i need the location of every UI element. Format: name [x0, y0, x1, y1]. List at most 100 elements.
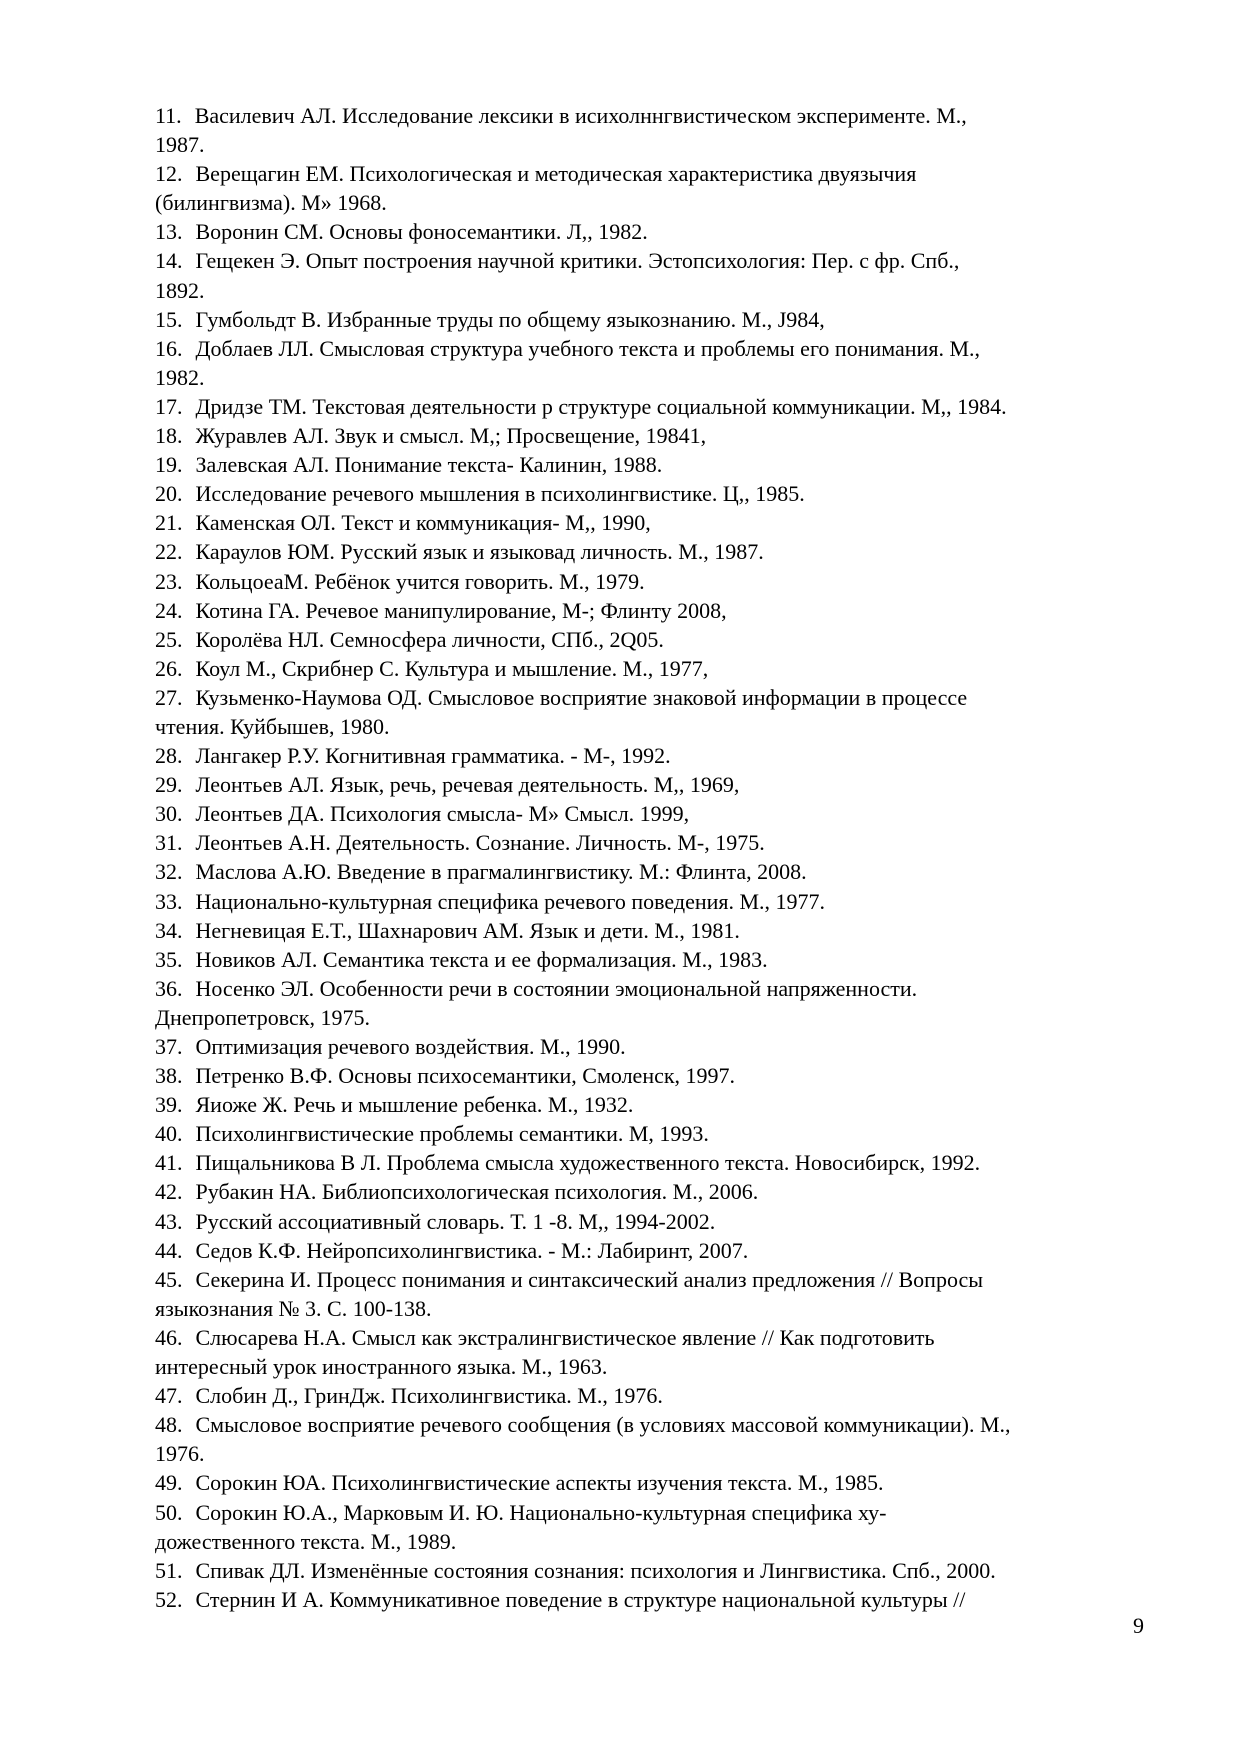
bibliography-list: 11. Василевич АЛ. Исследование лексики в … — [155, 101, 1200, 1614]
item-text: Пищальникова В Л. Проблема смысла художе… — [195, 1150, 981, 1176]
list-item: 32. Маслова А.Ю. Введение в прагмалингвис… — [155, 857, 1200, 886]
item-text: Сорокин Ю.А., Марковым И. Ю. Национально… — [155, 1499, 887, 1554]
list-item: 25. Королёва НЛ. Семносфера личности, СПб… — [155, 625, 1200, 654]
list-item: 12. Верещагин ЕМ. Психологическая и метод… — [155, 159, 1200, 217]
item-text: Оптимизация речевого воздействия. М., 19… — [195, 1034, 626, 1059]
list-item: 35. Новиков АЛ. Семантика текста и ее фор… — [155, 945, 1200, 974]
item-number: 49. — [155, 1470, 183, 1496]
list-item: 45. Секерина И. Процесс понимания и синта… — [155, 1265, 1200, 1323]
item-text: Королёва НЛ. Семносфера личности, СПб., … — [195, 626, 664, 652]
item-number: 19. — [155, 452, 183, 478]
list-item: 37. Оптимизация речевого воздействия. М.,… — [155, 1032, 1200, 1061]
item-text: Маслова А.Ю. Введение в прагмалингвистик… — [195, 859, 807, 885]
list-item: 16. Доблаев ЛЛ. Смысловая структура учебн… — [155, 334, 1200, 392]
item-text: Спивак ДЛ. Изменённые состояния сознания… — [195, 1557, 996, 1583]
item-number: 41. — [155, 1150, 183, 1176]
item-number: 51. — [155, 1557, 183, 1583]
item-number: 27. — [155, 684, 183, 710]
item-text: Дридзе ТМ. Текстовая деятельности р стру… — [195, 393, 1007, 419]
item-number: 22. — [155, 539, 183, 565]
item-text: Секерина И. Процесс понимания и синтакси… — [155, 1266, 984, 1321]
item-number: 32. — [155, 859, 183, 885]
list-item: 30. Леонтьев ДА. Психология смысла- М» См… — [155, 799, 1200, 828]
item-text: Национально-культурная специфика речевог… — [195, 888, 826, 914]
item-text: Леонтьев АЛ. Язык, речь, речевая деятель… — [195, 772, 740, 798]
list-item: 21. Каменская ОЛ. Текст и коммуникация- М… — [155, 508, 1200, 537]
item-number: 24. — [155, 597, 183, 623]
item-number: 44. — [155, 1237, 183, 1263]
item-text: Седов К.Ф. Нейропсихолингвистика. - М.: … — [195, 1237, 749, 1263]
list-item: 19. Залевская АЛ. Понимание текста- Калин… — [155, 450, 1200, 479]
item-number: 18. — [155, 423, 183, 449]
item-number: 39. — [155, 1092, 183, 1118]
list-item: 47. Слобин Д., ГринДж. Психолингвистика. … — [155, 1381, 1200, 1410]
item-number: 14. — [155, 248, 183, 274]
page-number: 9 — [1133, 1613, 1144, 1638]
list-item: 46. Слюсарева Н.А. Смысл как экстралингви… — [155, 1323, 1200, 1381]
item-text: Психолингвистические проблемы семантики.… — [195, 1121, 709, 1147]
item-number: 36. — [155, 975, 183, 1001]
item-number: 37. — [155, 1034, 183, 1059]
item-number: 12. — [155, 161, 183, 187]
list-item: 34. Негневицая Е.Т., Шахнарович АМ. Язык … — [155, 916, 1200, 945]
list-item: 14. Гещекен Э. Опыт построения научной кр… — [155, 246, 1200, 304]
item-number: 46. — [155, 1324, 183, 1350]
item-text: Василевич АЛ. Исследование лексики в иси… — [155, 103, 967, 158]
list-item: 36. Носенко ЭЛ. Особенности речи в состоя… — [155, 974, 1200, 1032]
item-text: Котина ГА. Речевое манипулирование, М-; … — [195, 597, 727, 623]
item-text: Исследование речевого мышления в психоли… — [195, 481, 805, 507]
item-number: 47. — [155, 1383, 183, 1409]
item-number: 26. — [155, 655, 183, 681]
item-number: 13. — [155, 219, 183, 245]
item-number: 21. — [155, 510, 183, 536]
list-item: 42. Рубакин НА. Библиопсихологическая пси… — [155, 1177, 1200, 1206]
item-text: Рубакин НА. Библиопсихологическая психол… — [195, 1179, 759, 1205]
item-number: 16. — [155, 335, 183, 361]
list-item: 50. Сорокин Ю.А., Марковым И. Ю. Национал… — [155, 1498, 1200, 1556]
item-text: Слюсарева Н.А. Смысл как экстралингвисти… — [155, 1324, 935, 1380]
item-number: 31. — [155, 830, 183, 856]
item-number: 20. — [155, 481, 183, 507]
item-number: 30. — [155, 801, 183, 827]
item-number: 15. — [155, 306, 183, 332]
item-number: 17. — [155, 393, 183, 419]
list-item: 52. Стернин И А. Коммуникативное поведени… — [155, 1585, 1200, 1614]
item-text: Караулов ЮМ. Русский язык и языковад лич… — [195, 539, 764, 565]
item-number: 40. — [155, 1121, 183, 1147]
item-number: 52. — [155, 1586, 183, 1612]
item-text: Доблаев ЛЛ. Смысловая структура учебного… — [155, 335, 981, 390]
item-text: Лангакер Р.У. Когнитивная грамматика. - … — [195, 743, 671, 769]
list-item: 24. Котина ГА. Речевое манипулирование, М… — [155, 596, 1200, 625]
item-text: КольцоеаМ. Ребёнок учится говорить. М., … — [195, 568, 645, 594]
list-item: 13. Воронин СМ. Основы фоносемантики. Л,,… — [155, 217, 1200, 246]
item-number: 11. — [155, 103, 182, 128]
list-item: 49. Сорокин ЮА. Психолингвистические аспе… — [155, 1468, 1200, 1497]
item-number: 48. — [155, 1412, 183, 1438]
list-item: 29. Леонтьев АЛ. Язык, речь, речевая деят… — [155, 770, 1200, 799]
list-item: 48. Смысловое восприятие речевого сообщен… — [155, 1410, 1200, 1468]
list-item: 18. Журавлев АЛ. Звук и смысл. М,; Просве… — [155, 421, 1200, 450]
list-item: 28. Лангакер Р.У. Когнитивная грамматика.… — [155, 741, 1200, 770]
item-text: Петренко В.Ф. Основы психосемантики, Смо… — [195, 1063, 736, 1089]
item-number: 29. — [155, 772, 183, 798]
list-item: 40. Психолингвистические проблемы семанти… — [155, 1119, 1200, 1148]
list-item: 26. Коул М., Скрибнер С. Культура и мышле… — [155, 654, 1200, 683]
list-item: 44. Седов К.Ф. Нейропсихолингвистика. - М… — [155, 1236, 1200, 1265]
item-number: 34. — [155, 917, 183, 943]
item-text: Смысловое восприятие речевого сообщения … — [155, 1412, 1011, 1467]
item-number: 33. — [155, 888, 183, 914]
list-item: 17. Дридзе ТМ. Текстовая деятельности р с… — [155, 392, 1200, 421]
item-number: 25. — [155, 626, 183, 652]
item-number: 45. — [155, 1266, 183, 1292]
item-number: 38. — [155, 1063, 183, 1089]
item-text: Залевская АЛ. Понимание текста- Калинин,… — [195, 452, 663, 478]
item-text: Новиков АЛ. Семантика текста и ее формал… — [195, 946, 768, 972]
list-item: 11. Василевич АЛ. Исследование лексики в … — [155, 101, 1200, 159]
list-item: 51. Спивак ДЛ. Изменённые состояния созна… — [155, 1556, 1200, 1585]
list-item: 38. Петренко В.Ф. Основы психосемантики, … — [155, 1061, 1200, 1090]
item-text: Верещагин ЕМ. Психологическая и методиче… — [155, 161, 917, 216]
item-number: 23. — [155, 568, 183, 594]
item-text: Стернин И А. Коммуникативное поведение в… — [195, 1586, 966, 1612]
item-number: 35. — [155, 946, 183, 972]
